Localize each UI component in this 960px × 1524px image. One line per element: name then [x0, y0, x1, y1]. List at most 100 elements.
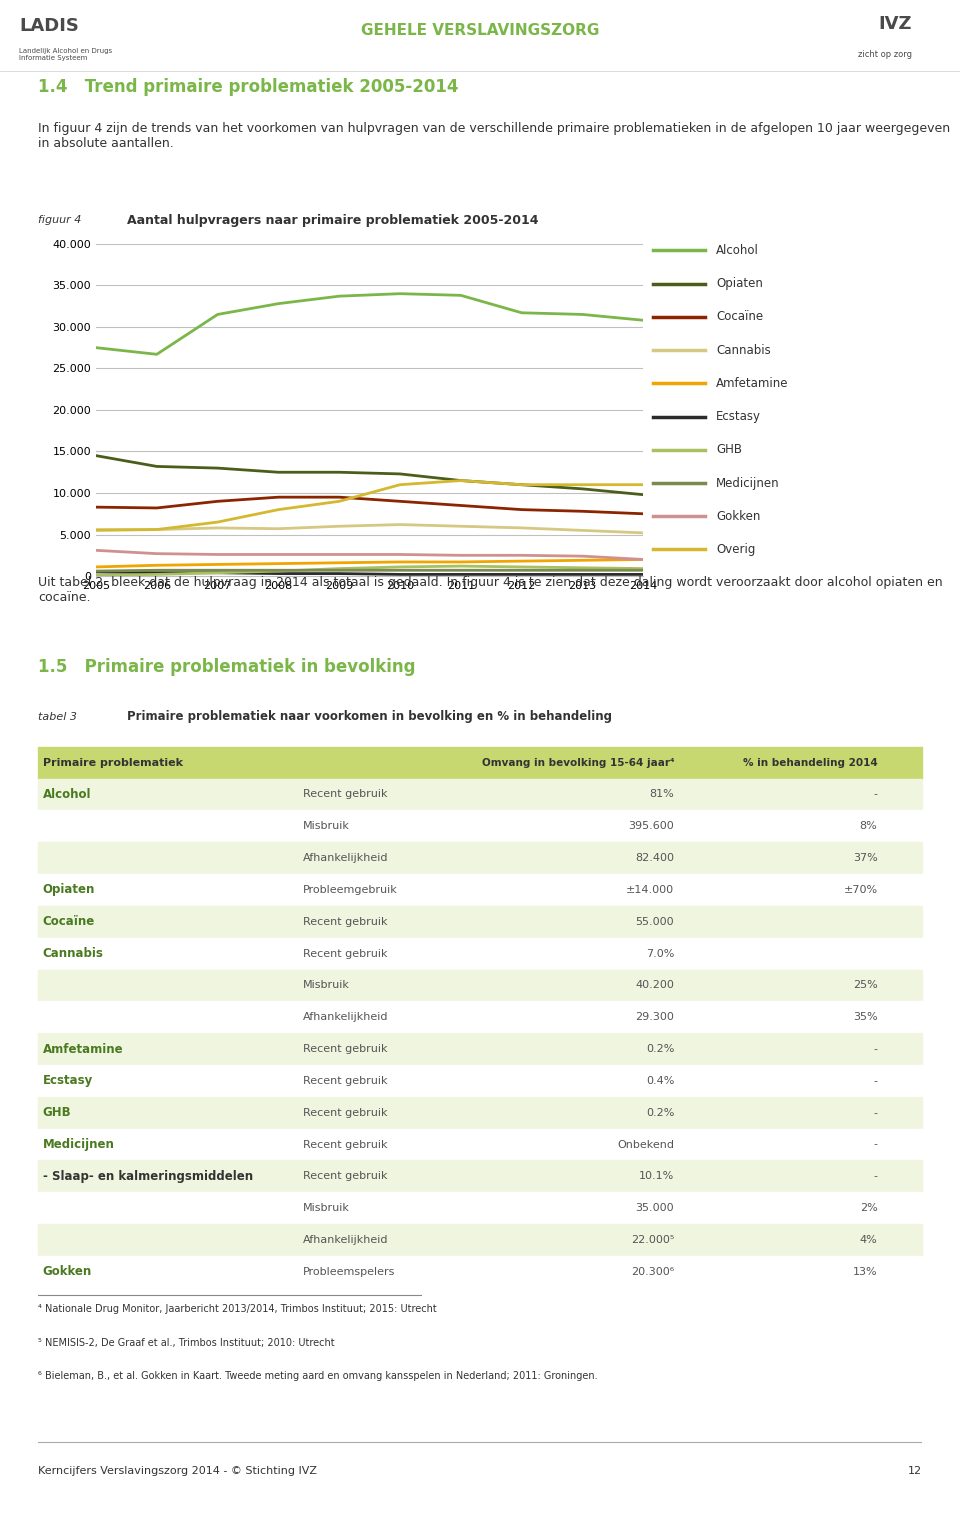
Text: ±70%: ±70%: [843, 885, 877, 895]
Bar: [38, 843, 922, 875]
Text: Opiaten: Opiaten: [43, 884, 95, 896]
Text: Amfetamine: Amfetamine: [43, 1042, 124, 1056]
Text: -: -: [874, 1140, 877, 1149]
Bar: [38, 937, 922, 969]
Text: 10.1%: 10.1%: [639, 1172, 674, 1181]
Bar: [38, 1129, 922, 1160]
Text: tabel 3: tabel 3: [38, 712, 78, 722]
Text: GHB: GHB: [716, 443, 742, 456]
Text: Recent gebruik: Recent gebruik: [303, 789, 388, 800]
Text: Recent gebruik: Recent gebruik: [303, 1108, 388, 1117]
Text: Ecstasy: Ecstasy: [43, 1074, 93, 1088]
Text: -: -: [874, 1172, 877, 1181]
Text: 1.4   Trend primaire problematiek 2005-2014: 1.4 Trend primaire problematiek 2005-201…: [38, 78, 459, 96]
Text: Recent gebruik: Recent gebruik: [303, 948, 388, 959]
Text: IVZ: IVZ: [878, 15, 912, 34]
Bar: [38, 1033, 922, 1065]
Text: Cannabis: Cannabis: [716, 343, 771, 357]
Text: 0.2%: 0.2%: [646, 1044, 674, 1055]
Text: Gokken: Gokken: [43, 1265, 92, 1279]
Text: 25%: 25%: [852, 980, 877, 991]
Text: 395.600: 395.600: [629, 821, 674, 831]
Text: Ecstasy: Ecstasy: [716, 410, 761, 424]
Text: zicht op zorg: zicht op zorg: [858, 50, 912, 59]
Bar: [38, 875, 922, 905]
Text: Primaire problematiek naar voorkomen in bevolking en % in behandeling: Primaire problematiek naar voorkomen in …: [127, 710, 612, 724]
Text: ⁴ Nationale Drug Monitor, Jaarbericht 2013/2014, Trimbos Instituut; 2015: Utrech: ⁴ Nationale Drug Monitor, Jaarbericht 20…: [38, 1303, 437, 1314]
Text: Gokken: Gokken: [716, 509, 760, 523]
Text: LADIS: LADIS: [19, 17, 79, 35]
Text: 4%: 4%: [860, 1234, 877, 1245]
Text: Misbruik: Misbruik: [303, 821, 350, 831]
Text: Medicijnen: Medicijnen: [43, 1138, 114, 1151]
Bar: [38, 905, 922, 937]
Text: 82.400: 82.400: [636, 853, 674, 863]
Text: -: -: [874, 1108, 877, 1117]
Text: -: -: [874, 1044, 877, 1055]
Text: Landelijk Alcohol en Drugs
Informatie Systeem: Landelijk Alcohol en Drugs Informatie Sy…: [19, 49, 112, 61]
Bar: [38, 1097, 922, 1129]
Text: GHB: GHB: [43, 1106, 71, 1119]
Bar: [38, 1001, 922, 1033]
Text: Afhankelijkheid: Afhankelijkheid: [303, 1234, 389, 1245]
Text: Alcohol: Alcohol: [716, 244, 759, 258]
Text: 12: 12: [907, 1466, 922, 1475]
Text: 20.300⁶: 20.300⁶: [631, 1266, 674, 1277]
Text: Recent gebruik: Recent gebruik: [303, 1140, 388, 1149]
Text: Overig: Overig: [716, 543, 756, 556]
Text: 37%: 37%: [852, 853, 877, 863]
Text: In figuur 4 zijn de trends van het voorkomen van hulpvragen van de verschillende: In figuur 4 zijn de trends van het voork…: [38, 122, 950, 149]
Text: Medicijnen: Medicijnen: [716, 477, 780, 489]
Text: Aantal hulpvragers naar primaire problematiek 2005-2014: Aantal hulpvragers naar primaire problem…: [127, 213, 539, 227]
Text: Uit tabel 2  bleek dat de hulpvraag in 2014 als totaal is gedaald. In figuur 4 i: Uit tabel 2 bleek dat de hulpvraag in 20…: [38, 576, 943, 604]
Text: Alcohol: Alcohol: [43, 788, 91, 802]
Text: Recent gebruik: Recent gebruik: [303, 1172, 388, 1181]
Text: 0.2%: 0.2%: [646, 1108, 674, 1117]
Text: Onbekend: Onbekend: [617, 1140, 674, 1149]
Bar: [38, 1224, 922, 1256]
Text: GEHELE VERSLAVINGSZORG: GEHELE VERSLAVINGSZORG: [361, 23, 599, 38]
Text: Recent gebruik: Recent gebruik: [303, 917, 388, 927]
Text: - Slaap- en kalmeringsmiddelen: - Slaap- en kalmeringsmiddelen: [43, 1170, 252, 1183]
Bar: [38, 969, 922, 1001]
Bar: [38, 1065, 922, 1097]
Text: 1.5   Primaire problematiek in bevolking: 1.5 Primaire problematiek in bevolking: [38, 658, 416, 677]
Text: Misbruik: Misbruik: [303, 1204, 350, 1213]
Text: Probleemspelers: Probleemspelers: [303, 1266, 396, 1277]
Text: Cocaïne: Cocaïne: [716, 311, 763, 323]
Text: Cannabis: Cannabis: [43, 946, 104, 960]
Text: Cocaïne: Cocaïne: [43, 916, 95, 928]
Text: Probleemgebruik: Probleemgebruik: [303, 885, 398, 895]
Text: Afhankelijkheid: Afhankelijkheid: [303, 1012, 389, 1023]
Text: 0.4%: 0.4%: [646, 1076, 674, 1087]
Text: Omvang in bevolking 15-64 jaar⁴: Omvang in bevolking 15-64 jaar⁴: [482, 757, 674, 768]
Text: 35.000: 35.000: [636, 1204, 674, 1213]
Text: -: -: [874, 789, 877, 800]
Bar: [38, 1256, 922, 1288]
Text: Kerncijfers Verslavingszorg 2014 - © Stichting IVZ: Kerncijfers Verslavingszorg 2014 - © Sti…: [38, 1466, 318, 1475]
Text: 29.300: 29.300: [636, 1012, 674, 1023]
Text: Recent gebruik: Recent gebruik: [303, 1076, 388, 1087]
Text: ±14.000: ±14.000: [626, 885, 674, 895]
Text: 35%: 35%: [852, 1012, 877, 1023]
Text: 8%: 8%: [860, 821, 877, 831]
Text: Misbruik: Misbruik: [303, 980, 350, 991]
Text: Recent gebruik: Recent gebruik: [303, 1044, 388, 1055]
Text: Afhankelijkheid: Afhankelijkheid: [303, 853, 389, 863]
Bar: [38, 1192, 922, 1224]
Text: 81%: 81%: [650, 789, 674, 800]
Text: Primaire problematiek: Primaire problematiek: [43, 757, 182, 768]
Text: 13%: 13%: [852, 1266, 877, 1277]
Text: 55.000: 55.000: [636, 917, 674, 927]
Text: Opiaten: Opiaten: [716, 277, 763, 290]
Text: 22.000⁵: 22.000⁵: [631, 1234, 674, 1245]
Text: -: -: [874, 1076, 877, 1087]
Bar: [38, 747, 922, 779]
Bar: [38, 811, 922, 843]
Text: 7.0%: 7.0%: [646, 948, 674, 959]
Text: % in behandeling 2014: % in behandeling 2014: [743, 757, 877, 768]
Text: 2%: 2%: [860, 1204, 877, 1213]
Text: ⁵ NEMISIS-2, De Graaf et al., Trimbos Instituut; 2010: Utrecht: ⁵ NEMISIS-2, De Graaf et al., Trimbos In…: [38, 1338, 335, 1347]
Bar: [38, 1160, 922, 1192]
Text: figuur 4: figuur 4: [38, 215, 82, 226]
